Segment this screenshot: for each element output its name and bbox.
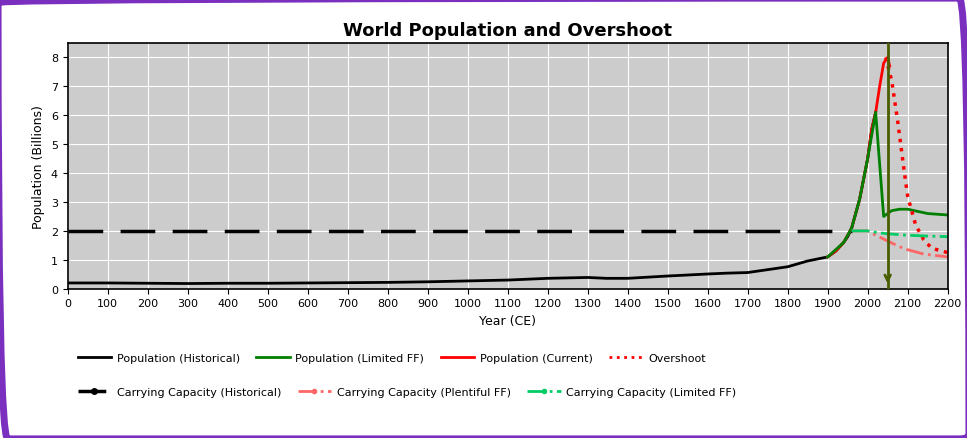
X-axis label: Year (CE): Year (CE): [480, 314, 536, 327]
Y-axis label: Population (Billions): Population (Billions): [32, 105, 45, 228]
Legend: Carrying Capacity (Historical), Carrying Capacity (Plentiful FF), Carrying Capac: Carrying Capacity (Historical), Carrying…: [73, 383, 741, 402]
Title: World Population and Overshoot: World Population and Overshoot: [343, 21, 672, 39]
